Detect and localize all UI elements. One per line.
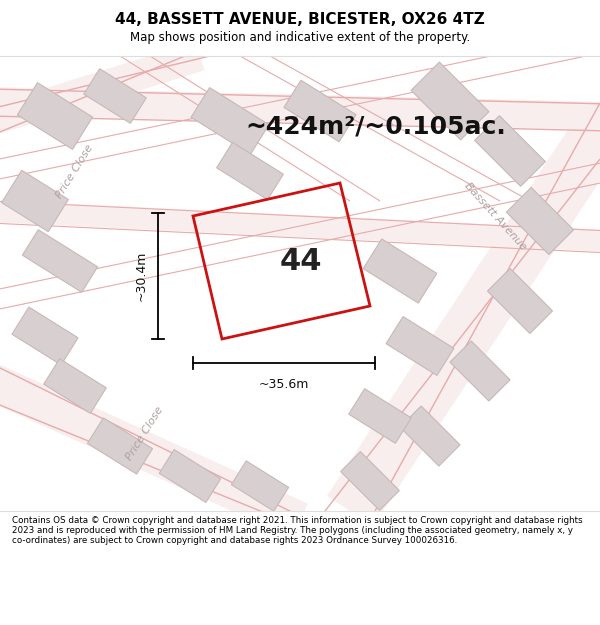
Polygon shape [232, 461, 289, 511]
Polygon shape [363, 239, 437, 303]
Polygon shape [506, 188, 574, 254]
Text: Bassett Avenue: Bassett Avenue [462, 180, 528, 252]
Text: ~424m²/~0.105ac.: ~424m²/~0.105ac. [245, 114, 506, 138]
Polygon shape [0, 200, 600, 252]
Text: 44, BASSETT AVENUE, BICESTER, OX26 4TZ: 44, BASSETT AVENUE, BICESTER, OX26 4TZ [115, 12, 485, 28]
Polygon shape [0, 364, 308, 538]
Text: Map shows position and indicative extent of the property.: Map shows position and indicative extent… [130, 31, 470, 44]
Polygon shape [400, 406, 460, 466]
Text: ~30.4m: ~30.4m [135, 251, 148, 301]
Polygon shape [191, 88, 269, 154]
Polygon shape [475, 116, 545, 186]
Text: ~35.6m: ~35.6m [259, 378, 309, 391]
Polygon shape [0, 87, 600, 130]
Polygon shape [0, 42, 205, 136]
Polygon shape [44, 359, 106, 413]
Polygon shape [327, 116, 600, 526]
Polygon shape [349, 389, 411, 443]
Polygon shape [88, 418, 152, 474]
Text: Price Close: Price Close [55, 142, 95, 199]
Polygon shape [12, 307, 78, 365]
Polygon shape [450, 341, 510, 401]
Polygon shape [159, 449, 221, 503]
Polygon shape [386, 316, 454, 376]
Text: Price Close: Price Close [125, 404, 166, 462]
Polygon shape [84, 69, 146, 123]
Text: 44: 44 [280, 246, 323, 276]
Polygon shape [284, 80, 356, 142]
Polygon shape [217, 142, 283, 199]
Polygon shape [341, 452, 400, 511]
Polygon shape [17, 82, 92, 149]
Polygon shape [487, 269, 553, 334]
Polygon shape [411, 62, 489, 140]
Polygon shape [22, 230, 98, 292]
Text: Contains OS data © Crown copyright and database right 2021. This information is : Contains OS data © Crown copyright and d… [12, 516, 583, 546]
Polygon shape [2, 171, 68, 232]
